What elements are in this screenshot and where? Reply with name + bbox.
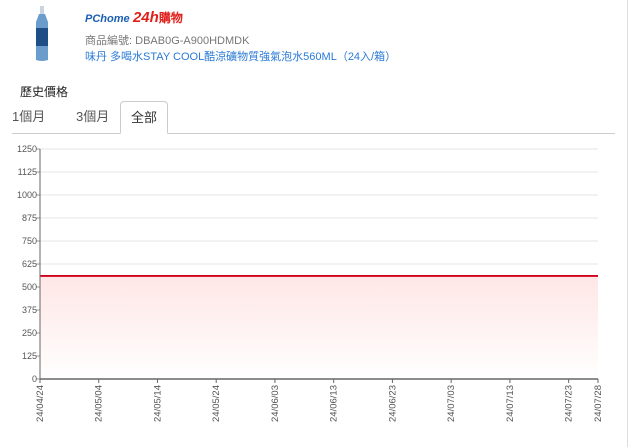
product-image bbox=[36, 6, 48, 61]
y-tick-label: 125 bbox=[22, 351, 37, 361]
y-tick-label: 1250 bbox=[17, 144, 37, 154]
y-tick-label: 750 bbox=[22, 236, 37, 246]
x-tick-label: 24/06/03 bbox=[270, 385, 281, 422]
y-tick-label: 1000 bbox=[17, 190, 37, 200]
sku-label: 商品編號: bbox=[85, 35, 133, 47]
product-name-link[interactable]: 味丹 多喝水STAY COOL酷涼礦物質強氣泡水560ML（24入/箱） bbox=[85, 51, 397, 63]
pchome-logo[interactable]: PChome 24h購物 bbox=[85, 9, 183, 26]
x-tick-label: 24/07/28 bbox=[593, 385, 604, 422]
right-divider bbox=[627, 0, 628, 447]
sku-line: 商品編號: DBAB0G-A900HDMDK bbox=[85, 32, 249, 48]
price-area bbox=[40, 275, 598, 379]
y-tick-label: 250 bbox=[22, 328, 37, 338]
x-tick-label: 24/07/23 bbox=[564, 385, 575, 422]
y-tick-label: 500 bbox=[22, 282, 37, 292]
x-tick-label: 24/06/23 bbox=[387, 385, 398, 422]
x-tick-label: 24/06/13 bbox=[329, 385, 340, 422]
y-tick-label: 0 bbox=[32, 374, 37, 384]
x-tick-label: 24/05/24 bbox=[211, 385, 222, 422]
y-tick-label: 1125 bbox=[18, 167, 37, 177]
tab-3-months[interactable]: 3個月 bbox=[76, 109, 110, 124]
x-tick-label: 24/07/13 bbox=[505, 385, 516, 422]
tab-1-month[interactable]: 1個月 bbox=[12, 109, 46, 124]
x-tick-label: 24/04/24 bbox=[35, 385, 46, 422]
x-tick-label: 24/05/14 bbox=[152, 385, 163, 422]
sku-value: DBAB0G-A900HDMDK bbox=[135, 35, 250, 47]
y-tick-label: 625 bbox=[22, 259, 37, 269]
range-tabs: 1個月 3個月 全部 bbox=[12, 101, 615, 134]
section-title: 歷史價格 bbox=[20, 85, 69, 99]
y-tick-label: 875 bbox=[22, 213, 37, 223]
x-tick-label: 24/05/04 bbox=[94, 385, 105, 422]
tab-all[interactable]: 全部 bbox=[120, 101, 169, 134]
y-tick-label: 375 bbox=[22, 305, 37, 315]
x-tick-label: 24/07/03 bbox=[446, 385, 457, 422]
